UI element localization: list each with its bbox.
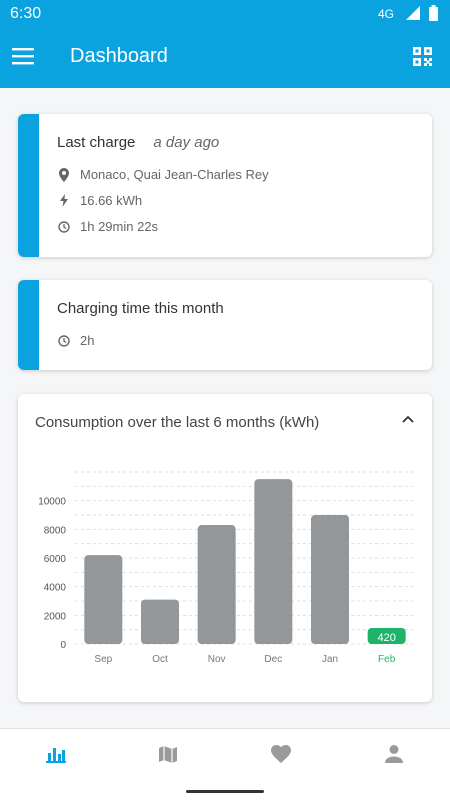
dashboard-content: Last charge a day ago Monaco, Quai Jean-C… bbox=[0, 88, 450, 728]
collapse-chevron-icon[interactable] bbox=[401, 414, 415, 424]
bar-oct bbox=[141, 599, 179, 644]
energy-row: 16.66 kWh bbox=[57, 193, 142, 208]
y-tick-label: 2000 bbox=[44, 611, 67, 622]
network-type: 4G bbox=[377, 7, 394, 21]
nav-stats[interactable] bbox=[41, 739, 71, 769]
app-bar: Dashboard bbox=[0, 28, 450, 88]
monthly-charging-card[interactable]: Charging time this month 2h bbox=[18, 280, 432, 370]
monthly-duration-row: 2h bbox=[57, 333, 94, 348]
nav-map[interactable] bbox=[153, 739, 183, 769]
last-charge-card[interactable]: Last charge a day ago Monaco, Quai Jean-C… bbox=[18, 114, 432, 257]
y-tick-label: 4000 bbox=[44, 583, 67, 594]
bar-chart-icon bbox=[46, 748, 66, 763]
last-charge-title: Last charge bbox=[57, 134, 136, 151]
consumption-chart: 0 2000 4000 6000 8000 10000 Sep Oct Nov Dec Jan 420… bbox=[38, 471, 415, 665]
status-time: 6:30 bbox=[10, 5, 42, 22]
charge-duration: 1h 29min 22s bbox=[80, 219, 159, 234]
location-row: Monaco, Quai Jean-Charles Rey bbox=[57, 167, 269, 182]
duration-row: 1h 29min 22s bbox=[57, 219, 158, 234]
x-tick-label: Feb bbox=[378, 654, 396, 665]
consumption-title: Consumption over the last 6 months (kWh) bbox=[35, 414, 320, 431]
card-accent bbox=[18, 280, 39, 370]
consumption-card: Consumption over the last 6 months (kWh)… bbox=[18, 394, 432, 702]
nav-favorites[interactable] bbox=[266, 739, 296, 769]
y-tick-label: 8000 bbox=[44, 525, 67, 536]
person-icon bbox=[385, 745, 403, 763]
bolt-icon bbox=[57, 194, 71, 208]
map-icon bbox=[159, 746, 177, 763]
battery-icon bbox=[429, 5, 438, 21]
bar-nov bbox=[197, 525, 236, 644]
card-accent bbox=[18, 114, 39, 257]
qr-code-icon[interactable] bbox=[413, 47, 432, 66]
bar-dec bbox=[254, 479, 293, 644]
x-tick-label: Sep bbox=[94, 654, 112, 665]
monthly-charging-title: Charging time this month bbox=[57, 300, 224, 317]
monthly-charging-value: 2h bbox=[80, 333, 95, 348]
last-charge-heading: Last charge a day ago bbox=[57, 134, 219, 151]
bottom-navigation bbox=[0, 728, 450, 801]
x-tick-label: Jan bbox=[322, 654, 338, 665]
nav-profile[interactable] bbox=[379, 739, 409, 769]
y-tick-label: 10000 bbox=[38, 497, 66, 508]
bar-feb bbox=[367, 628, 406, 644]
status-bar: 6:30 4G bbox=[0, 0, 450, 28]
bar-sep bbox=[84, 555, 123, 644]
location-pin-icon bbox=[57, 167, 71, 182]
charge-location: Monaco, Quai Jean-Charles Rey bbox=[80, 167, 269, 182]
x-tick-label: Oct bbox=[152, 654, 168, 665]
last-charge-time: a day ago bbox=[153, 134, 220, 151]
clock-icon bbox=[57, 334, 71, 348]
bar-data-label: 420 bbox=[377, 632, 395, 644]
charge-energy: 16.66 kWh bbox=[80, 193, 143, 208]
y-tick-label: 0 bbox=[60, 640, 66, 651]
y-tick-label: 6000 bbox=[44, 554, 67, 565]
x-tick-label: Nov bbox=[208, 654, 226, 665]
signal-icon bbox=[406, 6, 420, 20]
clock-icon bbox=[57, 220, 71, 234]
x-tick-label: Dec bbox=[264, 654, 282, 665]
home-indicator[interactable] bbox=[186, 790, 264, 793]
page-title: Dashboard bbox=[70, 45, 168, 67]
menu-icon[interactable] bbox=[12, 47, 34, 65]
bar-jan bbox=[311, 515, 349, 644]
heart-icon bbox=[271, 745, 291, 763]
